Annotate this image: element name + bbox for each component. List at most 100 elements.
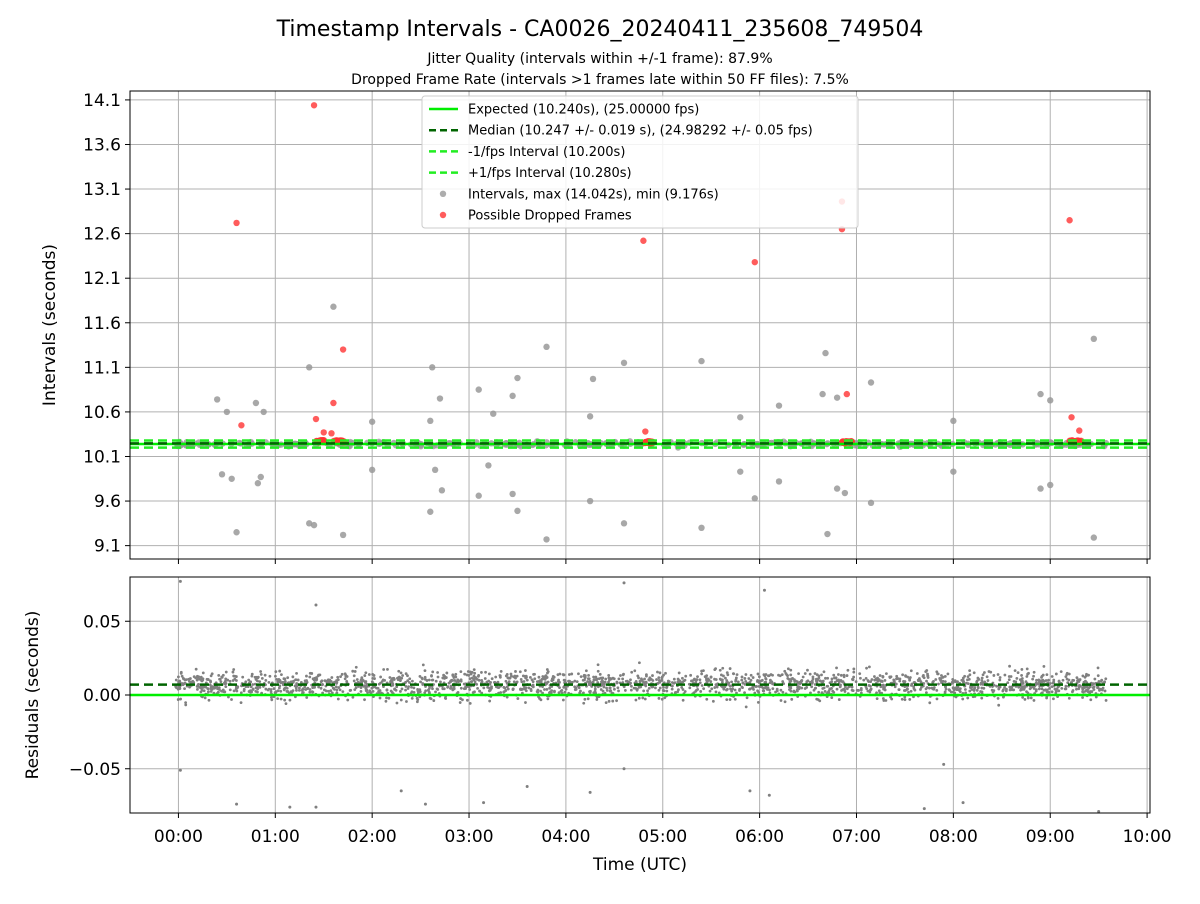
- residual-point: [677, 688, 680, 692]
- residual-point: [867, 665, 871, 669]
- residual-point: [865, 666, 868, 670]
- residual-point: [477, 678, 481, 682]
- residual-point: [985, 675, 989, 679]
- residual-point: [881, 675, 885, 679]
- residual-point: [184, 678, 188, 681]
- residual-point: [591, 680, 595, 684]
- residual-point: [663, 696, 667, 700]
- residual-point: [518, 670, 522, 674]
- residual-point: [376, 686, 380, 690]
- residual-point: [979, 682, 983, 686]
- residual-point: [850, 688, 854, 692]
- residual-point: [397, 675, 401, 679]
- residual-point: [789, 679, 793, 683]
- residual-point: [1042, 665, 1046, 668]
- residual-point: [465, 698, 469, 702]
- residual-point: [745, 696, 749, 700]
- residual-point: [191, 679, 195, 683]
- residual-point: [290, 690, 294, 694]
- residual-point: [329, 680, 333, 683]
- residual-point: [355, 678, 359, 681]
- residual-point: [1064, 687, 1068, 691]
- residual-point: [600, 677, 604, 680]
- interval-point: [819, 390, 826, 398]
- residual-point: [528, 675, 532, 679]
- residual-point: [883, 679, 887, 682]
- interval-point: [586, 413, 594, 420]
- residual-point: [602, 683, 606, 686]
- residual-point: [363, 698, 366, 702]
- residual-point: [799, 681, 803, 685]
- dropped-frame-point: [320, 429, 327, 436]
- interval-point: [833, 485, 841, 492]
- residual-point: [1024, 680, 1028, 684]
- interval-point: [233, 529, 240, 536]
- residual-point: [1089, 698, 1093, 702]
- residual-point: [400, 687, 404, 691]
- residual-point: [232, 689, 236, 693]
- residual-point: [276, 680, 280, 684]
- residual-point: [363, 681, 367, 684]
- residual-point: [801, 675, 805, 679]
- residual-point: [335, 681, 338, 685]
- residual-point: [641, 696, 645, 700]
- interval-point: [737, 468, 744, 475]
- residual-point: [998, 678, 1002, 682]
- chart-title: Timestamp Intervals - CA0026_20240411_23…: [276, 17, 924, 42]
- residual-point: [563, 685, 567, 689]
- residual-point: [276, 697, 280, 701]
- residual-point: [817, 690, 821, 694]
- residual-point: [621, 681, 625, 684]
- residual-point: [524, 701, 527, 704]
- residual-point: [837, 673, 840, 676]
- residual-point: [813, 686, 817, 690]
- interval-point: [1037, 390, 1044, 398]
- residual-point: [1013, 669, 1017, 673]
- top-y-ticks: 9.1 9.6 10.1 10.6 11.1 11.6 12.1 12.6 13.1 13.6 14…: [83, 91, 130, 557]
- residual-point: [385, 696, 388, 700]
- residual-point: [756, 701, 760, 704]
- residual-point: [498, 675, 502, 679]
- residual-point: [617, 689, 620, 693]
- residual-point: [1022, 687, 1026, 691]
- interval-point: [310, 521, 318, 529]
- residual-point: [826, 676, 830, 680]
- residual-point: [1101, 686, 1105, 690]
- residual-point: [259, 670, 263, 673]
- residual-point: [202, 689, 206, 693]
- residual-point: [420, 676, 424, 680]
- residual-point: [267, 680, 271, 684]
- residual-point: [239, 701, 243, 705]
- x-tick-label: 04:00: [541, 827, 590, 847]
- residual-point: [539, 698, 543, 702]
- residual-point: [757, 690, 761, 694]
- residual-point: [674, 690, 677, 694]
- y-tick-label: 13.6: [83, 135, 121, 155]
- residual-point: [972, 671, 976, 675]
- residual-point: [395, 701, 399, 705]
- residual-point: [919, 688, 922, 691]
- residual-point: [740, 685, 744, 689]
- residual-point: [645, 674, 648, 678]
- residual-point: [632, 686, 636, 690]
- residual-point: [294, 678, 298, 682]
- residual-point: [541, 675, 545, 678]
- residual-point: [743, 691, 746, 695]
- residual-point: [806, 668, 809, 672]
- residual-point: [789, 673, 793, 677]
- residual-point: [734, 679, 738, 683]
- residual-point: [843, 685, 847, 689]
- residual-point: [808, 680, 812, 684]
- residual-point: [990, 688, 994, 692]
- residual-point: [762, 588, 766, 592]
- residual-point: [673, 681, 677, 684]
- residual-point: [213, 686, 216, 690]
- interval-point: [514, 507, 521, 515]
- residual-point: [786, 674, 789, 678]
- residual-point: [228, 688, 232, 692]
- residual-point: [967, 677, 971, 681]
- residual-point: [485, 680, 489, 684]
- interval-point: [950, 468, 957, 475]
- residual-point: [893, 685, 897, 689]
- x-axis-label: Time (UTC): [592, 855, 687, 875]
